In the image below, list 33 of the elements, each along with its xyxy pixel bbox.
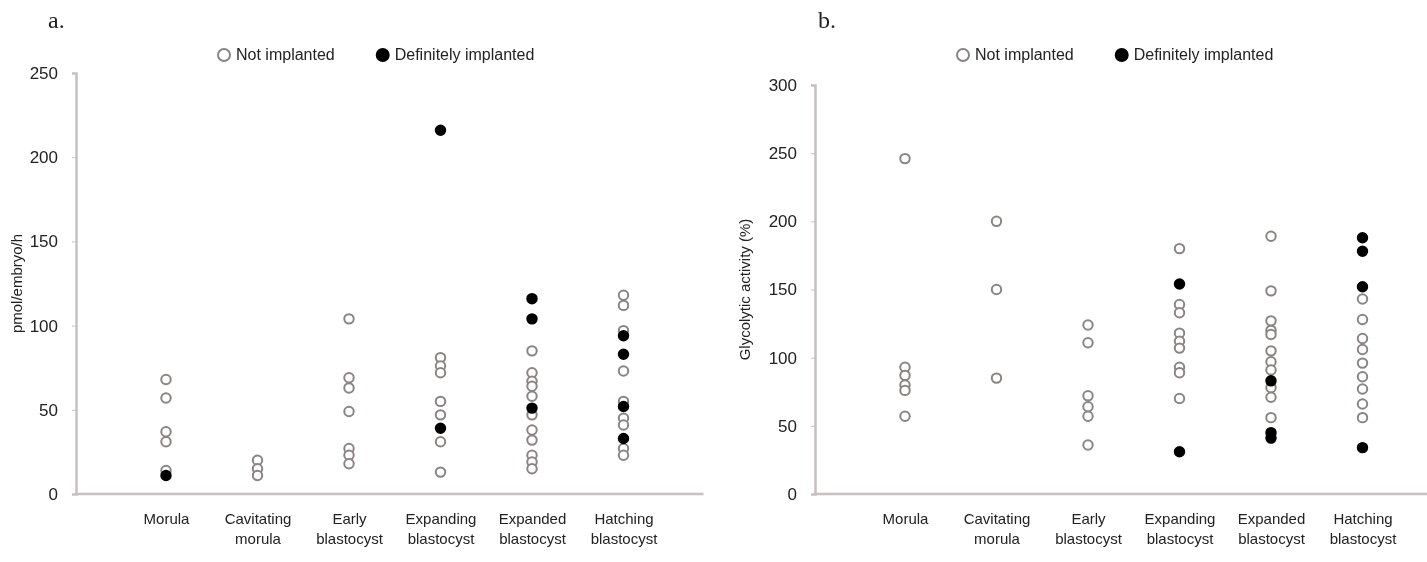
- y-tick-label: 50: [39, 400, 58, 420]
- y-tick-label: 200: [29, 148, 58, 168]
- y-axis-title: pmol/embryo/h: [8, 233, 25, 334]
- legend-label: Not implanted: [975, 46, 1074, 63]
- chart-title: a.: [48, 7, 65, 33]
- y-tick-label: 0: [787, 484, 797, 504]
- legend-label: Not implanted: [236, 46, 335, 63]
- y-tick-label: 150: [29, 232, 58, 252]
- legend-label: Definitely implanted: [394, 46, 535, 63]
- y-axis-title: Glycolytic activity (%): [736, 218, 753, 361]
- y-tick-label: 200: [768, 212, 797, 232]
- y-tick-label: 250: [768, 144, 797, 164]
- x-tick-label: Expanded blastocyst: [498, 510, 567, 547]
- y-tick-label: 100: [29, 316, 58, 336]
- x-tick-label: Early blastocyst: [316, 510, 384, 547]
- y-tick-label: 0: [48, 484, 58, 504]
- y-tick-label: 100: [768, 348, 797, 368]
- y-tick-label: 150: [768, 280, 797, 300]
- x-tick-label: Hatching blastocyst: [1329, 510, 1398, 547]
- x-tick-label: Hatching blastocyst: [590, 510, 659, 547]
- y-tick-label: 300: [768, 75, 797, 95]
- x-tick-label: Expanding blastocyst: [1144, 510, 1216, 547]
- y-tick-label: 50: [778, 416, 797, 436]
- x-tick-label: Cavitating morula: [224, 510, 292, 547]
- chart-title: b.: [818, 7, 836, 33]
- x-tick-label: Expanding blastocyst: [405, 510, 477, 547]
- x-tick-label: Morula: [143, 510, 191, 527]
- x-tick-label: Early blastocyst: [1055, 510, 1123, 547]
- x-tick-label: Cavitating morula: [963, 510, 1031, 547]
- y-tick-label: 250: [29, 63, 58, 83]
- legend-label: Definitely implanted: [1133, 46, 1274, 63]
- x-tick-label: Morula: [882, 510, 930, 527]
- x-tick-label: Expanded blastocyst: [1237, 510, 1306, 547]
